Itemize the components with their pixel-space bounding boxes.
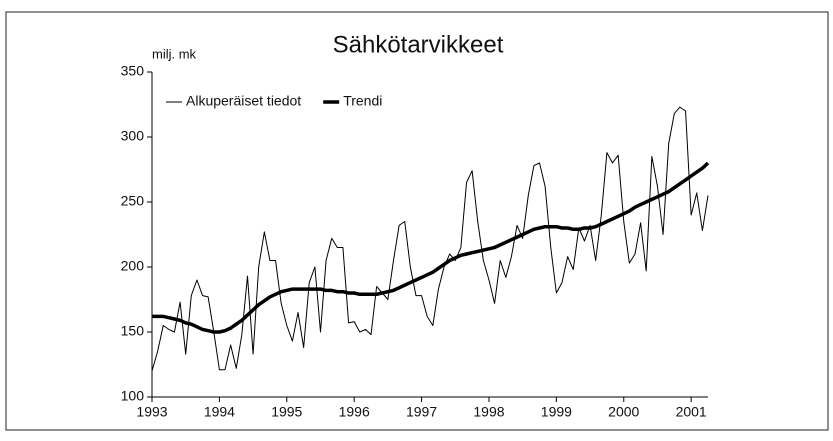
x-tick-label: 1994 <box>204 404 235 420</box>
frame <box>5 11 829 431</box>
series-line <box>152 161 710 334</box>
series-line <box>151 106 709 372</box>
legend-label: Trendi <box>343 93 382 109</box>
y-tick-label: 350 <box>121 63 145 79</box>
y-axis-label: milj. mk <box>152 46 197 61</box>
x-tick-label: 1997 <box>406 404 437 420</box>
y-tick-label: 300 <box>121 128 145 144</box>
x-tick-label: 1993 <box>136 404 167 420</box>
x-tick-label: 1995 <box>271 404 302 420</box>
y-tick-label: 250 <box>121 193 145 209</box>
chart-title: Sähkötarvikkeet <box>333 31 504 58</box>
x-tick-label: 2001 <box>676 404 707 420</box>
legend-label: Alkuperäiset tiedot <box>186 93 301 109</box>
y-tick-label: 150 <box>121 323 145 339</box>
x-tick-label: 2000 <box>608 404 639 420</box>
x-tick-label: 1999 <box>541 404 572 420</box>
y-tick-label: 200 <box>121 258 145 274</box>
y-tick-label: 100 <box>121 388 145 404</box>
x-tick-label: 1996 <box>339 404 370 420</box>
x-tick-label: 1998 <box>473 404 504 420</box>
